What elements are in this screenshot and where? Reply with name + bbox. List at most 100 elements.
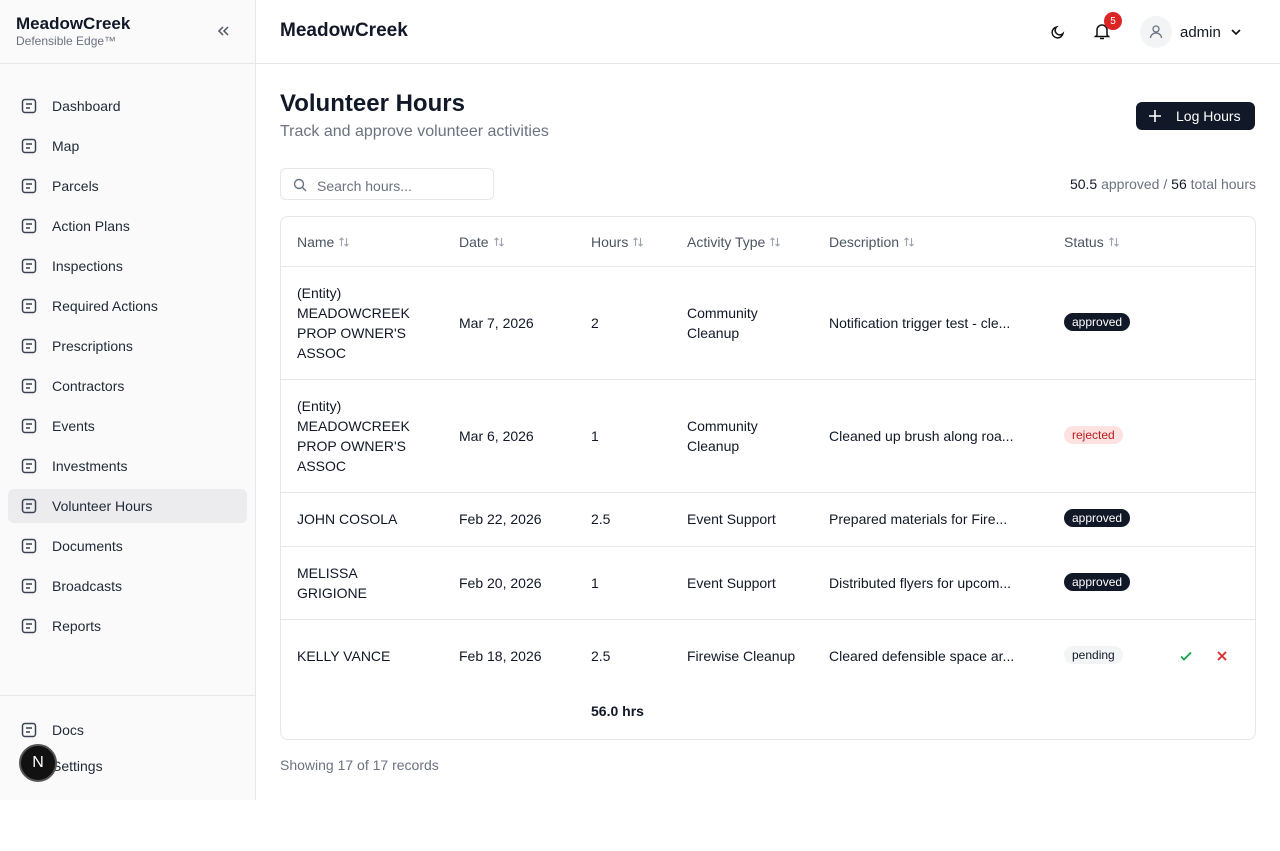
cell-date: Feb 18, 2026 [459,647,542,664]
nav-icon [21,178,37,194]
cell-hours: 2.5 [591,511,611,527]
app: MeadowCreek Defensible Edge™ Dashboard Ma… [0,0,1280,800]
nav-item[interactable]: Investments [8,449,247,483]
row-divider [281,546,1255,547]
button-label: Log Hours [1176,108,1241,124]
collapse-button[interactable] [216,24,230,38]
approved-label: approved / [1101,176,1168,192]
nav-item[interactable]: Dashboard [8,89,247,123]
nav-label: Inspections [52,258,123,274]
cell-activity: Event Support [687,511,776,527]
cell-hours: 1 [591,574,599,591]
nav-icon [21,618,37,634]
hours-total: 56.0 hrs [591,703,644,719]
cell-hours: 2 [591,314,599,331]
cell-description: Cleaned up brush along roa... [829,427,1014,444]
status-badge: approved [1064,509,1131,527]
approved-hours: 50.5 [1069,176,1098,192]
user-name[interactable]: admin [1180,24,1221,41]
nav-icon [21,498,37,514]
nav-label: Action Plans [52,218,130,234]
nav-item[interactable]: Parcels [8,169,247,203]
nav-icon [21,418,37,434]
hours-table: Name Date Hours Activity Type Description Sta… [280,216,1256,740]
column-label: Name [297,234,335,250]
nav-item[interactable]: Documents [8,529,247,563]
column-header[interactable]: Description [829,234,915,250]
cell-name: MELISSA GRIGIONE [297,564,368,601]
dev-badge[interactable]: N [19,744,57,782]
search-placeholder: Search hours... [317,178,412,194]
column-header[interactable]: Status [1064,234,1120,250]
nav-label: Volunteer Hours [52,498,153,514]
cell-description: Cleared defensible space ar... [829,647,1015,664]
header-title: MeadowCreek [280,20,408,41]
nav-item[interactable]: Volunteer Hours [8,489,247,523]
nav-item[interactable]: Contractors [8,369,247,403]
cell-activity: Firewise Cleanup [687,647,796,664]
cell-description: Notification trigger test - cle... [829,314,1011,331]
column-header[interactable]: Activity Type [687,234,781,250]
page-title: Volunteer Hours [280,90,465,117]
nav-icon [21,338,37,354]
nav-icon [21,98,37,114]
total-label: total hours [1190,176,1256,192]
status-badge: approved [1064,312,1131,331]
nav-label: Map [52,138,80,154]
tagline: Defensible Edge™ [16,34,117,48]
theme-toggle[interactable] [1050,24,1066,40]
nav-item[interactable]: Required Actions [8,289,247,323]
cell-name: (Entity) MEADOWCREEK PROP OWNER'S ASSOC [297,397,410,474]
nav-icon [21,378,37,394]
nav-label: Docs [52,722,84,738]
status-badge: approved [1064,572,1131,591]
nav-icon [21,458,37,474]
total-hours: 56 [1171,176,1187,192]
user-menu-caret[interactable] [1230,27,1242,37]
nav-item[interactable]: Reports [8,609,247,643]
cell-date: Feb 20, 2026 [459,574,542,591]
nav-icon [21,578,37,594]
column-label: Date [459,234,489,250]
column-header[interactable]: Date [459,234,505,250]
cell-activity: Event Support [687,574,776,591]
column-header[interactable]: Name [297,234,350,250]
divider [0,695,255,696]
nav-label: Events [52,418,95,434]
nav-item[interactable]: Inspections [8,249,247,283]
avatar[interactable] [1140,16,1172,48]
records-count: Showing 17 of 17 records [280,757,439,773]
search-input[interactable]: Search hours... [280,168,494,200]
nav-label: Parcels [52,178,99,194]
nav-icon [21,298,37,314]
cell-activity: Community Cleanup [687,304,758,341]
nav-label: Contractors [52,378,125,394]
brand: MeadowCreek [16,14,131,33]
column-header[interactable]: Hours [591,234,644,250]
nav-item[interactable]: Broadcasts [8,569,247,603]
cell-description: Distributed flyers for upcom... [829,574,1012,591]
nav-item[interactable]: Map [8,129,247,163]
nav-label: Prescriptions [52,338,133,354]
row-divider [281,619,1255,620]
cell-date: Mar 7, 2026 [459,314,534,331]
nav-icon [21,138,37,154]
nav-label: Broadcasts [52,578,123,594]
nav-item[interactable]: Prescriptions [8,329,247,363]
status-badge: pending [1064,645,1123,664]
column-label: Hours [591,234,629,250]
nav-item[interactable]: Events [8,409,247,443]
approve-button[interactable] [1179,649,1193,663]
cell-name: JOHN COSOLA [297,511,398,527]
top-bar: MeadowCreek 5 admin [256,0,1280,64]
nav-item[interactable]: Action Plans [8,209,247,243]
column-label: Description [829,234,900,250]
row-divider [281,266,1255,267]
cell-date: Mar 6, 2026 [459,427,534,444]
nav-label: Documents [52,538,123,554]
reject-button[interactable] [1215,649,1229,663]
nav-item[interactable]: Docs [8,713,247,747]
log-hours-button[interactable]: Log Hours [1136,102,1255,130]
cell-name: (Entity) MEADOWCREEK PROP OWNER'S ASSOC [297,284,410,361]
column-label: Status [1064,234,1104,250]
